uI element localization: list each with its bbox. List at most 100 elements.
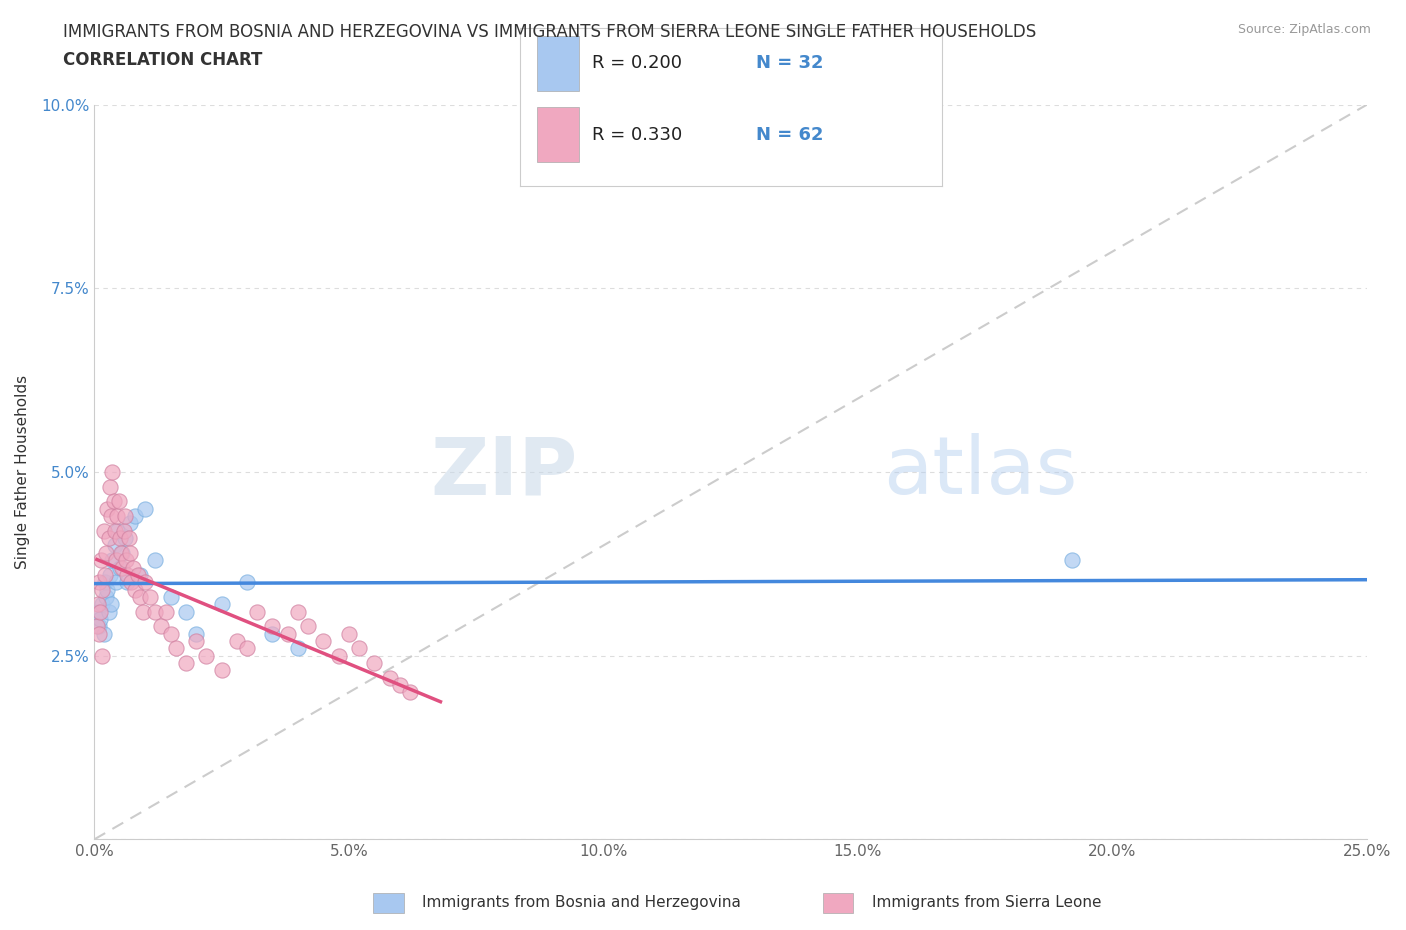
Point <box>105 509 128 524</box>
Point <box>111 545 134 560</box>
Point <box>89 626 111 641</box>
Point <box>120 575 142 590</box>
Point <box>287 641 309 656</box>
Text: Immigrants from Bosnia and Herzegovina: Immigrants from Bosnia and Herzegovina <box>422 895 741 910</box>
Point <box>347 641 370 656</box>
Point <box>115 552 138 567</box>
Point <box>101 552 124 567</box>
Point <box>100 509 122 524</box>
Point <box>165 641 187 656</box>
Point <box>287 604 309 619</box>
Point <box>104 575 127 590</box>
Point <box>112 524 135 538</box>
Text: CORRELATION CHART: CORRELATION CHART <box>63 51 263 69</box>
Point <box>277 626 299 641</box>
Point <box>91 597 114 612</box>
Point <box>110 545 132 560</box>
Point <box>87 604 110 619</box>
Text: Immigrants from Sierra Leone: Immigrants from Sierra Leone <box>872 895 1101 910</box>
Point <box>86 618 108 633</box>
Point <box>93 575 115 590</box>
Text: R = 0.200: R = 0.200 <box>592 55 682 73</box>
Point <box>89 575 111 590</box>
Text: Source: ZipAtlas.com: Source: ZipAtlas.com <box>1237 23 1371 36</box>
Point <box>337 626 360 641</box>
Point <box>91 582 114 597</box>
Point <box>118 531 141 546</box>
Text: atlas: atlas <box>883 433 1077 511</box>
Point <box>246 604 269 619</box>
Point <box>108 560 131 575</box>
Point <box>97 531 120 546</box>
Point <box>174 656 197 671</box>
Point <box>388 678 411 693</box>
Point <box>117 575 139 590</box>
Point <box>100 597 122 612</box>
Point <box>363 656 385 671</box>
Point <box>312 633 335 648</box>
Point <box>107 494 129 509</box>
Point <box>155 604 177 619</box>
Point <box>96 582 118 597</box>
Point <box>149 618 172 633</box>
Point <box>127 567 149 582</box>
Point <box>124 509 146 524</box>
Point <box>134 575 156 590</box>
Point <box>97 604 120 619</box>
Text: IMMIGRANTS FROM BOSNIA AND HERZEGOVINA VS IMMIGRANTS FROM SIERRA LEONE SINGLE FA: IMMIGRANTS FROM BOSNIA AND HERZEGOVINA V… <box>63 23 1036 41</box>
Point <box>98 567 121 582</box>
Point <box>89 618 111 633</box>
Point <box>96 501 118 516</box>
Point <box>134 501 156 516</box>
Point <box>91 648 114 663</box>
Bar <box>537 107 579 162</box>
Point <box>159 626 181 641</box>
Point <box>225 633 247 648</box>
Point <box>114 509 136 524</box>
Point <box>105 524 128 538</box>
Point <box>101 465 124 480</box>
Point <box>195 648 218 663</box>
Point <box>186 626 208 641</box>
Point <box>139 590 162 604</box>
Point <box>297 618 319 633</box>
Point <box>111 560 134 575</box>
Point <box>124 582 146 597</box>
Point <box>262 618 284 633</box>
Point <box>129 590 152 604</box>
Point <box>93 626 115 641</box>
Point <box>399 685 422 700</box>
Point <box>93 524 115 538</box>
Point <box>236 575 259 590</box>
Point <box>104 552 127 567</box>
Point <box>145 552 167 567</box>
Point <box>378 671 401 685</box>
Text: N = 62: N = 62 <box>756 126 824 143</box>
Point <box>121 560 143 575</box>
Point <box>186 633 208 648</box>
Point <box>104 538 127 553</box>
Point <box>236 641 259 656</box>
Point <box>90 552 112 567</box>
Point <box>103 494 125 509</box>
Point <box>94 545 117 560</box>
Point <box>211 663 233 678</box>
Point <box>114 531 136 546</box>
Bar <box>537 35 579 91</box>
Point <box>93 567 115 582</box>
Point <box>131 604 153 619</box>
Text: R = 0.330: R = 0.330 <box>592 126 682 143</box>
Point <box>104 524 127 538</box>
Point <box>1060 552 1083 567</box>
Point <box>129 567 152 582</box>
Point <box>87 597 110 612</box>
Point <box>211 597 233 612</box>
Point <box>262 626 284 641</box>
Point <box>117 567 139 582</box>
Point <box>98 479 121 494</box>
Point <box>89 604 111 619</box>
Point <box>118 545 141 560</box>
Point <box>108 531 131 546</box>
Point <box>174 604 197 619</box>
Text: ZIP: ZIP <box>430 433 578 511</box>
